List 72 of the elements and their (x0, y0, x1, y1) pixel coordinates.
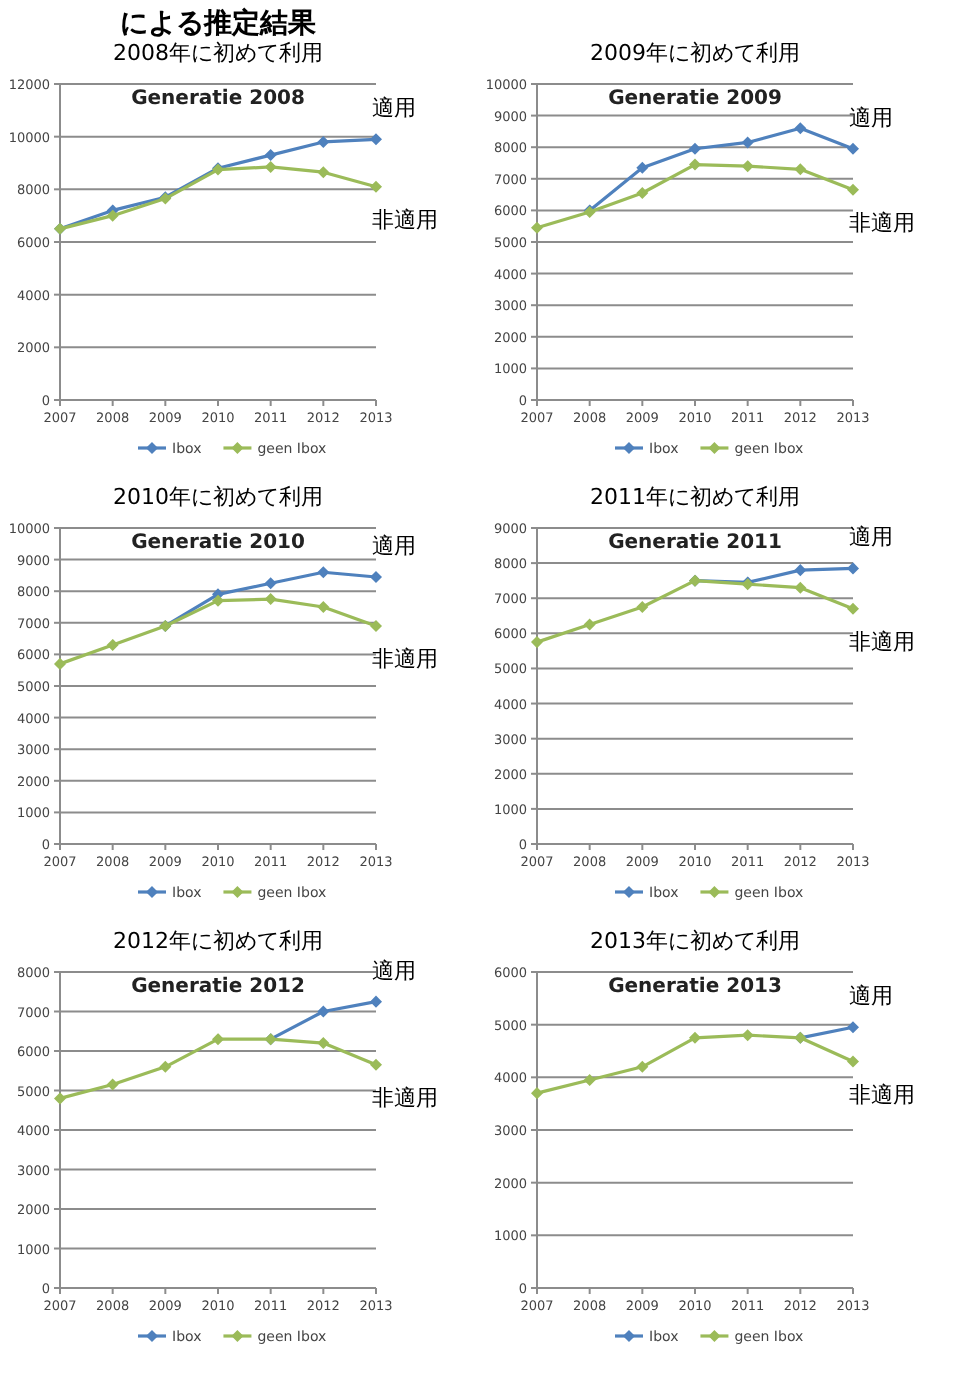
chart-title: 2012年に初めて利用 (113, 928, 323, 954)
point (317, 166, 329, 178)
chart-subtitle: Generatie 2013 (608, 976, 782, 998)
point (317, 136, 329, 148)
point (54, 658, 66, 670)
annotation: 適用 (849, 104, 893, 131)
annotation: 適用 (372, 957, 416, 984)
point (370, 1059, 382, 1071)
annotation: 適用 (372, 95, 416, 122)
annotation: 非適用 (372, 645, 438, 672)
chart-subtitle: Generatie 2009 (608, 88, 782, 110)
point (689, 158, 701, 171)
point (847, 184, 859, 196)
point (107, 210, 119, 222)
point (370, 571, 382, 583)
point (265, 593, 277, 605)
chart-title: 2013年に初めて利用 (590, 928, 800, 954)
annotation: 非適用 (372, 206, 438, 233)
chart-title: 2010年に初めて利用 (113, 484, 323, 510)
point (370, 133, 382, 145)
point (265, 149, 277, 161)
point (531, 1087, 543, 1099)
point (212, 595, 224, 607)
chart-subtitle: Generatie 2012 (131, 976, 305, 998)
chart-title: 2011年に初めて利用 (590, 484, 800, 510)
point (742, 136, 754, 149)
point (265, 161, 277, 173)
point (636, 162, 648, 174)
point (370, 620, 382, 632)
annotation: 適用 (849, 524, 893, 551)
point (847, 143, 859, 155)
annotation: 非適用 (849, 628, 915, 655)
text: による推定結果 (120, 6, 318, 40)
chart-subtitle: Generatie 2008 (131, 88, 305, 110)
point (370, 181, 382, 193)
point (689, 143, 701, 155)
point (636, 187, 648, 199)
chart-title: 2009年に初めて利用 (590, 40, 800, 66)
point (742, 160, 754, 172)
chart-subtitle: Generatie 2010 (131, 532, 305, 554)
point (847, 1055, 859, 1068)
point (317, 1037, 329, 1049)
point (794, 582, 806, 594)
point (317, 601, 329, 613)
annotation: 適用 (372, 532, 416, 559)
annotation: 適用 (849, 983, 893, 1010)
point (531, 222, 543, 234)
point (107, 1078, 119, 1091)
point (584, 1074, 596, 1086)
point (794, 564, 806, 576)
point (317, 1005, 329, 1018)
point (847, 1021, 859, 1033)
annotation: 非適用 (372, 1084, 438, 1111)
chart-subtitle: Generatie 2011 (608, 532, 782, 554)
point (107, 639, 119, 651)
point (794, 163, 806, 175)
point (847, 603, 859, 615)
point (265, 577, 277, 589)
point (794, 122, 806, 134)
annotation: 非適用 (849, 1081, 915, 1108)
chart-title: 2008年に初めて利用 (113, 40, 323, 66)
point (636, 601, 648, 613)
point (847, 562, 859, 574)
point (689, 1032, 701, 1044)
point (159, 1061, 171, 1073)
annotation: 非適用 (849, 209, 915, 236)
point (636, 1061, 648, 1073)
point (317, 566, 329, 578)
point (584, 618, 596, 631)
point (742, 1029, 754, 1041)
point (212, 1033, 224, 1045)
point (370, 996, 382, 1008)
